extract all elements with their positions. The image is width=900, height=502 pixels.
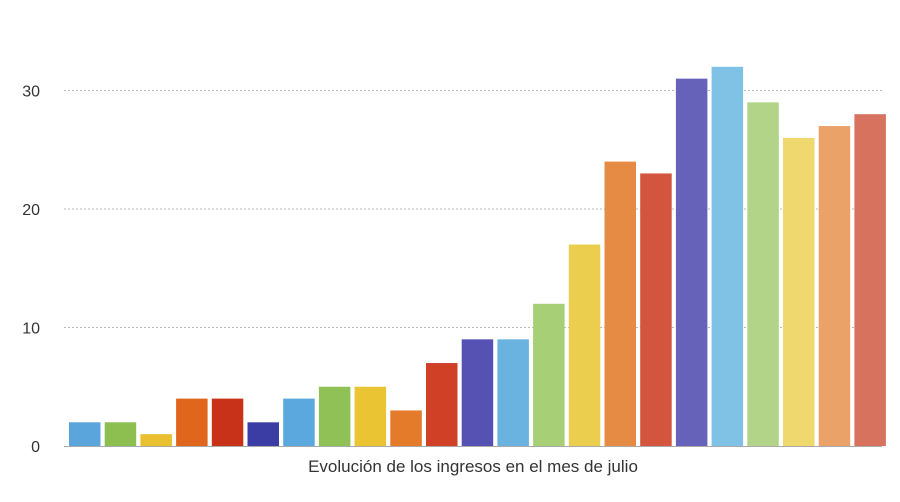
bar (783, 137, 815, 446)
y-tick-label: 20 (22, 202, 40, 219)
bar (318, 386, 351, 446)
y-tick-label: 0 (31, 439, 40, 456)
x-axis-title: Evolución de los ingresos en el mes de j… (308, 457, 638, 476)
bar (69, 422, 101, 446)
bar (390, 410, 422, 446)
bar (461, 339, 494, 446)
bar (640, 173, 672, 446)
bar (568, 244, 601, 446)
bar (711, 66, 744, 447)
bars (69, 66, 886, 447)
bar (533, 303, 565, 446)
y-axis-ticks: 0 10 20 30 (22, 84, 40, 457)
bar (818, 126, 851, 447)
gridlines (64, 90, 882, 328)
bar (854, 114, 886, 446)
bar (604, 161, 636, 446)
y-tick-label: 30 (22, 84, 40, 101)
bar (283, 398, 315, 446)
bar (104, 422, 137, 446)
bar (747, 102, 779, 446)
bar (497, 339, 529, 446)
bar (211, 398, 244, 446)
y-tick-label: 10 (22, 321, 40, 338)
bar (140, 434, 172, 446)
bar (247, 422, 279, 446)
bar (426, 363, 458, 446)
bar (675, 78, 708, 447)
bar (176, 398, 208, 446)
bar (354, 386, 387, 446)
